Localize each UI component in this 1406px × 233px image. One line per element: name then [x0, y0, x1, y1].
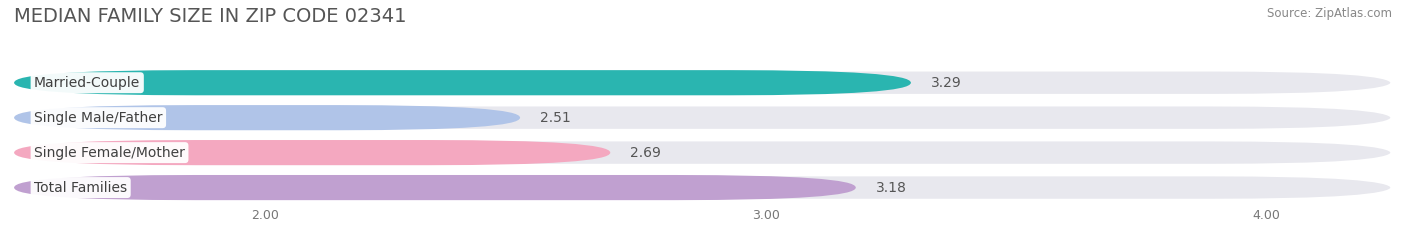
Text: 2.69: 2.69 — [630, 146, 661, 160]
FancyBboxPatch shape — [14, 70, 1392, 95]
FancyBboxPatch shape — [14, 105, 520, 130]
Text: 2.51: 2.51 — [540, 111, 571, 125]
FancyBboxPatch shape — [14, 70, 911, 95]
Text: Single Male/Father: Single Male/Father — [34, 111, 163, 125]
Text: Source: ZipAtlas.com: Source: ZipAtlas.com — [1267, 7, 1392, 20]
FancyBboxPatch shape — [14, 175, 1392, 200]
Text: MEDIAN FAMILY SIZE IN ZIP CODE 02341: MEDIAN FAMILY SIZE IN ZIP CODE 02341 — [14, 7, 406, 26]
Text: 3.29: 3.29 — [931, 76, 962, 90]
Text: Total Families: Total Families — [34, 181, 127, 195]
FancyBboxPatch shape — [14, 140, 1392, 165]
FancyBboxPatch shape — [14, 105, 1392, 130]
Text: Single Female/Mother: Single Female/Mother — [34, 146, 186, 160]
Text: Married-Couple: Married-Couple — [34, 76, 141, 90]
FancyBboxPatch shape — [14, 175, 856, 200]
FancyBboxPatch shape — [14, 140, 610, 165]
Text: 3.18: 3.18 — [876, 181, 907, 195]
